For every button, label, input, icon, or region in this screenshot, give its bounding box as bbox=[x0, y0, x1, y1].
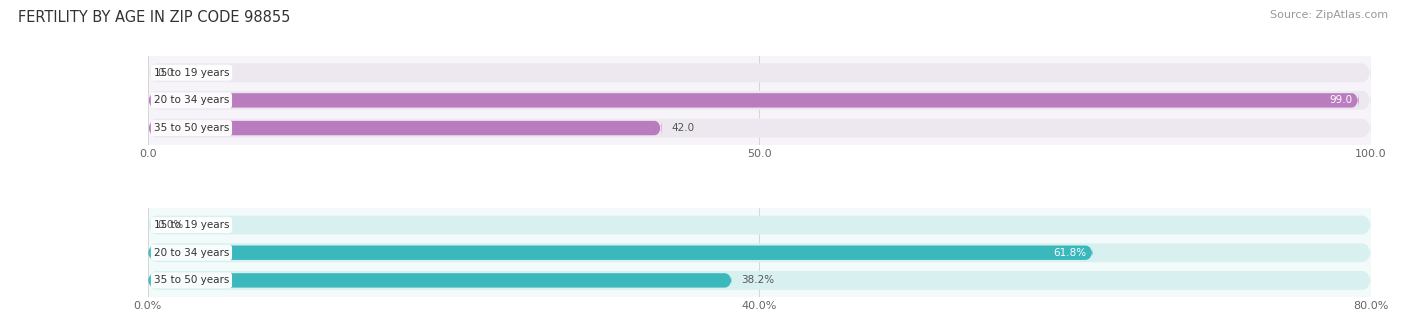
FancyBboxPatch shape bbox=[148, 243, 1371, 262]
Text: 99.0: 99.0 bbox=[1330, 95, 1353, 105]
FancyBboxPatch shape bbox=[148, 215, 1371, 234]
FancyBboxPatch shape bbox=[148, 119, 661, 137]
Text: 35 to 50 years: 35 to 50 years bbox=[153, 276, 229, 285]
FancyBboxPatch shape bbox=[148, 246, 1092, 260]
Text: Source: ZipAtlas.com: Source: ZipAtlas.com bbox=[1270, 10, 1388, 20]
FancyBboxPatch shape bbox=[148, 89, 1371, 112]
Text: 15 to 19 years: 15 to 19 years bbox=[153, 68, 229, 78]
Text: 0.0%: 0.0% bbox=[157, 220, 184, 230]
FancyBboxPatch shape bbox=[148, 271, 1371, 290]
Text: 61.8%: 61.8% bbox=[1053, 248, 1087, 258]
FancyBboxPatch shape bbox=[148, 61, 1371, 84]
Text: 38.2%: 38.2% bbox=[741, 276, 775, 285]
FancyBboxPatch shape bbox=[148, 273, 731, 287]
FancyBboxPatch shape bbox=[148, 117, 1371, 139]
Text: 0.0: 0.0 bbox=[157, 68, 174, 78]
Text: 15 to 19 years: 15 to 19 years bbox=[153, 220, 229, 230]
FancyBboxPatch shape bbox=[148, 92, 1358, 109]
Text: FERTILITY BY AGE IN ZIP CODE 98855: FERTILITY BY AGE IN ZIP CODE 98855 bbox=[18, 10, 291, 25]
Text: 20 to 34 years: 20 to 34 years bbox=[153, 95, 229, 105]
Text: 20 to 34 years: 20 to 34 years bbox=[153, 248, 229, 258]
Text: 42.0: 42.0 bbox=[671, 123, 695, 133]
Text: 35 to 50 years: 35 to 50 years bbox=[153, 123, 229, 133]
